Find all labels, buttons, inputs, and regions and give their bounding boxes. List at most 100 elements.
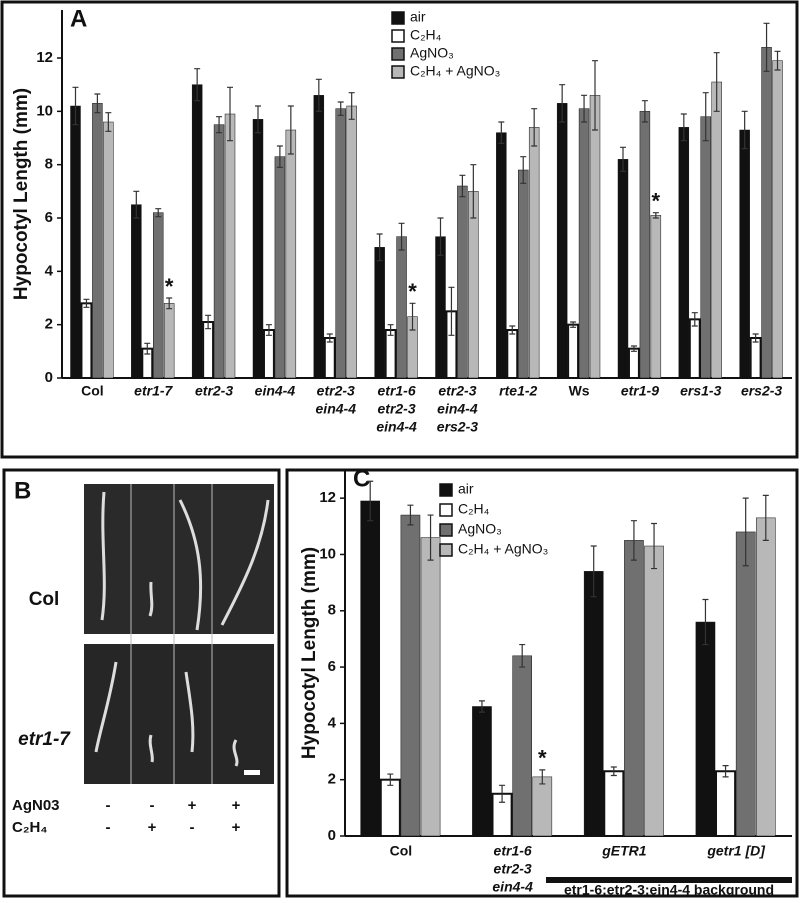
bar bbox=[639, 111, 651, 379]
photo bbox=[84, 484, 274, 634]
bar bbox=[556, 103, 568, 379]
bar bbox=[313, 95, 325, 379]
error-bar bbox=[105, 112, 112, 132]
condition-sign: - bbox=[190, 819, 195, 836]
x-tick-label: etr1-9 bbox=[621, 383, 659, 399]
condition-sign: - bbox=[106, 819, 111, 836]
error-bar bbox=[539, 769, 546, 785]
legend-swatch bbox=[439, 523, 453, 537]
photo bbox=[84, 644, 274, 784]
error-bar bbox=[133, 190, 140, 219]
bar bbox=[224, 113, 236, 379]
legend-label: air bbox=[410, 9, 426, 25]
error-bar bbox=[619, 146, 626, 172]
error-bar bbox=[531, 108, 538, 147]
significance-mark: * bbox=[165, 274, 174, 299]
error-bar bbox=[427, 514, 434, 561]
error-bar bbox=[437, 217, 444, 256]
error-bar bbox=[478, 700, 485, 713]
bar bbox=[512, 655, 532, 837]
seedling bbox=[148, 734, 154, 763]
bar bbox=[603, 770, 625, 837]
error-bar bbox=[387, 773, 394, 786]
bar bbox=[400, 514, 421, 837]
panel-letter: A bbox=[70, 5, 87, 32]
error-bar bbox=[630, 520, 637, 561]
bar bbox=[496, 132, 507, 379]
error-bar bbox=[713, 52, 720, 112]
bar bbox=[749, 337, 762, 379]
bar bbox=[252, 119, 264, 379]
bar bbox=[262, 329, 275, 379]
error-bar bbox=[590, 545, 597, 598]
seedling bbox=[220, 499, 270, 626]
error-bar bbox=[407, 504, 414, 526]
panel-letter: B bbox=[14, 477, 31, 504]
bar bbox=[506, 329, 519, 379]
significance-mark: * bbox=[408, 279, 417, 304]
bar bbox=[435, 236, 446, 379]
bar bbox=[396, 236, 407, 379]
error-bar bbox=[752, 333, 759, 343]
bar bbox=[567, 323, 580, 379]
error-bar bbox=[702, 92, 709, 142]
error-bar bbox=[448, 286, 455, 336]
bar bbox=[191, 84, 203, 379]
error-bar bbox=[94, 93, 101, 114]
y-tick-label: 12 bbox=[36, 49, 53, 66]
x-tick-label: ers2-3 bbox=[741, 383, 782, 399]
y-tick-label: 12 bbox=[319, 489, 336, 506]
error-bar bbox=[641, 100, 648, 123]
panel-b-frame bbox=[2, 468, 281, 898]
x-tick-label: Col bbox=[81, 383, 104, 399]
condition-sign: + bbox=[232, 797, 241, 814]
bar bbox=[589, 95, 601, 379]
legend-label: AgNO₃ bbox=[458, 521, 502, 537]
error-bar bbox=[459, 174, 466, 198]
legend-label: C₂H₄ + AgNO₃ bbox=[410, 63, 500, 79]
legend-swatch bbox=[439, 483, 453, 497]
bar bbox=[374, 247, 385, 379]
significance-mark: * bbox=[538, 746, 547, 771]
error-bar bbox=[315, 78, 322, 112]
error-bar bbox=[254, 105, 261, 134]
y-tick-label: 4 bbox=[328, 714, 337, 731]
error-bar bbox=[499, 784, 506, 803]
y-tick-label: 2 bbox=[328, 771, 336, 788]
bar bbox=[285, 129, 297, 379]
row-label: Col bbox=[29, 589, 60, 610]
error-bar bbox=[72, 86, 79, 126]
significance-mark: * bbox=[652, 188, 661, 213]
error-bar bbox=[227, 86, 234, 142]
condition-sign: + bbox=[148, 819, 157, 836]
error-bar bbox=[570, 321, 577, 328]
error-bar bbox=[581, 94, 588, 123]
x-tick-label: etr1-6 bbox=[378, 383, 416, 399]
error-bar bbox=[519, 643, 526, 668]
bar bbox=[735, 531, 756, 837]
bar bbox=[518, 169, 529, 379]
y-tick-label: 6 bbox=[45, 209, 53, 226]
error-bar bbox=[348, 92, 355, 120]
error-bar bbox=[276, 145, 283, 168]
y-tick-label: 0 bbox=[45, 369, 53, 386]
error-bar bbox=[763, 22, 770, 72]
bar bbox=[346, 105, 357, 379]
scale-bar bbox=[244, 770, 260, 775]
y-tick-label: 10 bbox=[36, 102, 53, 119]
bar bbox=[379, 778, 401, 838]
group-label: etr1-6;etr2-3;ein4-4 background bbox=[564, 882, 774, 898]
error-bar bbox=[205, 314, 212, 330]
error-bar bbox=[630, 345, 637, 352]
bar bbox=[468, 191, 479, 379]
legend-swatch bbox=[391, 47, 405, 61]
y-tick-label: 4 bbox=[45, 262, 54, 279]
x-tick-label: ers1-3 bbox=[680, 383, 721, 399]
bar bbox=[103, 121, 114, 379]
error-bar bbox=[652, 212, 659, 219]
error-bar bbox=[166, 297, 173, 310]
seedling bbox=[178, 499, 203, 631]
error-bar bbox=[592, 60, 599, 131]
y-axis-title: Hypocotyl Length (mm) bbox=[11, 88, 32, 300]
